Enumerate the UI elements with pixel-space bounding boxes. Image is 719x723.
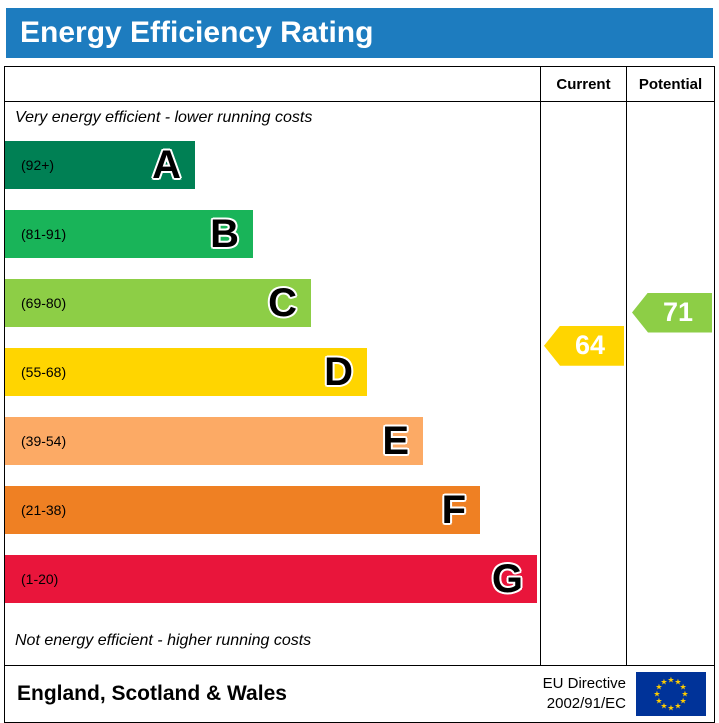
band-letter: B	[210, 212, 239, 256]
band-range-label: (81-91)	[21, 226, 67, 242]
band-letter: E	[382, 419, 409, 463]
band-range-label: (1-20)	[21, 571, 59, 587]
band-row-a: (92+) A	[5, 141, 540, 203]
band-letter: F	[441, 488, 466, 532]
band-range-label: (39-54)	[21, 433, 67, 449]
band-row-e: (39-54) E	[5, 417, 540, 479]
band-letter: C	[268, 281, 297, 325]
eu-flag: ★ ★ ★ ★ ★ ★ ★ ★ ★ ★ ★ ★	[636, 672, 706, 716]
page-title: Energy Efficiency Rating	[20, 16, 374, 49]
band-row-d: (55-68) D	[5, 348, 540, 410]
rating-table: Very energy efficient - lower running co…	[4, 66, 715, 666]
current-column-header: Current	[541, 67, 626, 102]
potential-rating-value: 71	[662, 297, 694, 327]
footer-right: EU Directive 2002/91/EC ★ ★ ★ ★ ★ ★ ★ ★ ★ ★ ★ ★	[543, 672, 706, 716]
band-bar-b: (81-91) B	[5, 210, 253, 258]
potential-rating-arrow: 71	[632, 292, 712, 333]
band-letter: D	[324, 350, 353, 394]
band-range-label: (21-38)	[21, 502, 67, 518]
potential-column: Potential 71	[626, 67, 714, 665]
current-column: Current 64	[540, 67, 626, 665]
svg-text:★: ★	[660, 677, 667, 686]
region-label: England, Scotland & Wales	[17, 682, 287, 705]
current-rating-arrow: 64	[544, 325, 624, 366]
band-bar-d: (55-68) D	[5, 348, 367, 396]
footer: England, Scotland & Wales EU Directive 2…	[4, 665, 715, 723]
potential-column-header: Potential	[627, 67, 714, 102]
svg-text:★: ★	[667, 704, 674, 713]
eu-directive-line2: 2002/91/EC	[546, 695, 626, 712]
band-row-f: (21-38) F	[5, 486, 540, 548]
band-bar-c: (69-80) C	[5, 279, 311, 327]
band-range-label: (69-80)	[21, 295, 67, 311]
table-corner-cell	[5, 67, 540, 102]
band-bar-a: (92+) A	[5, 141, 195, 189]
band-bar-e: (39-54) E	[5, 417, 423, 465]
title-banner: Energy Efficiency Rating	[6, 8, 713, 58]
band-range-label: (92+)	[21, 157, 55, 173]
current-rating-value: 64	[574, 330, 606, 361]
band-row-g: (1-20) G	[5, 555, 540, 617]
band-letter: A	[152, 143, 181, 187]
bottom-caption: Not energy efficient - higher running co…	[15, 632, 312, 649]
eu-directive-line1: EU Directive	[542, 674, 626, 692]
band-letter: G	[491, 557, 523, 601]
eu-flag-svg: ★ ★★★★★★★★★★★	[636, 672, 706, 716]
rating-bands: (92+) A (81-91) B (69-80) C (55-68)	[5, 134, 540, 617]
rating-chart: Very energy efficient - lower running co…	[5, 67, 540, 665]
svg-text:★: ★	[674, 702, 681, 711]
band-row-c: (69-80) C	[5, 279, 540, 341]
band-range-label: (55-68)	[21, 364, 67, 380]
band-bar-f: (21-38) F	[5, 486, 480, 534]
top-caption: Very energy efficient - lower running co…	[15, 109, 313, 126]
eu-directive-text: EU Directive 2002/91/EC	[543, 674, 626, 715]
band-row-b: (81-91) B	[5, 210, 540, 272]
band-bar-g: (1-20) G	[5, 555, 537, 603]
